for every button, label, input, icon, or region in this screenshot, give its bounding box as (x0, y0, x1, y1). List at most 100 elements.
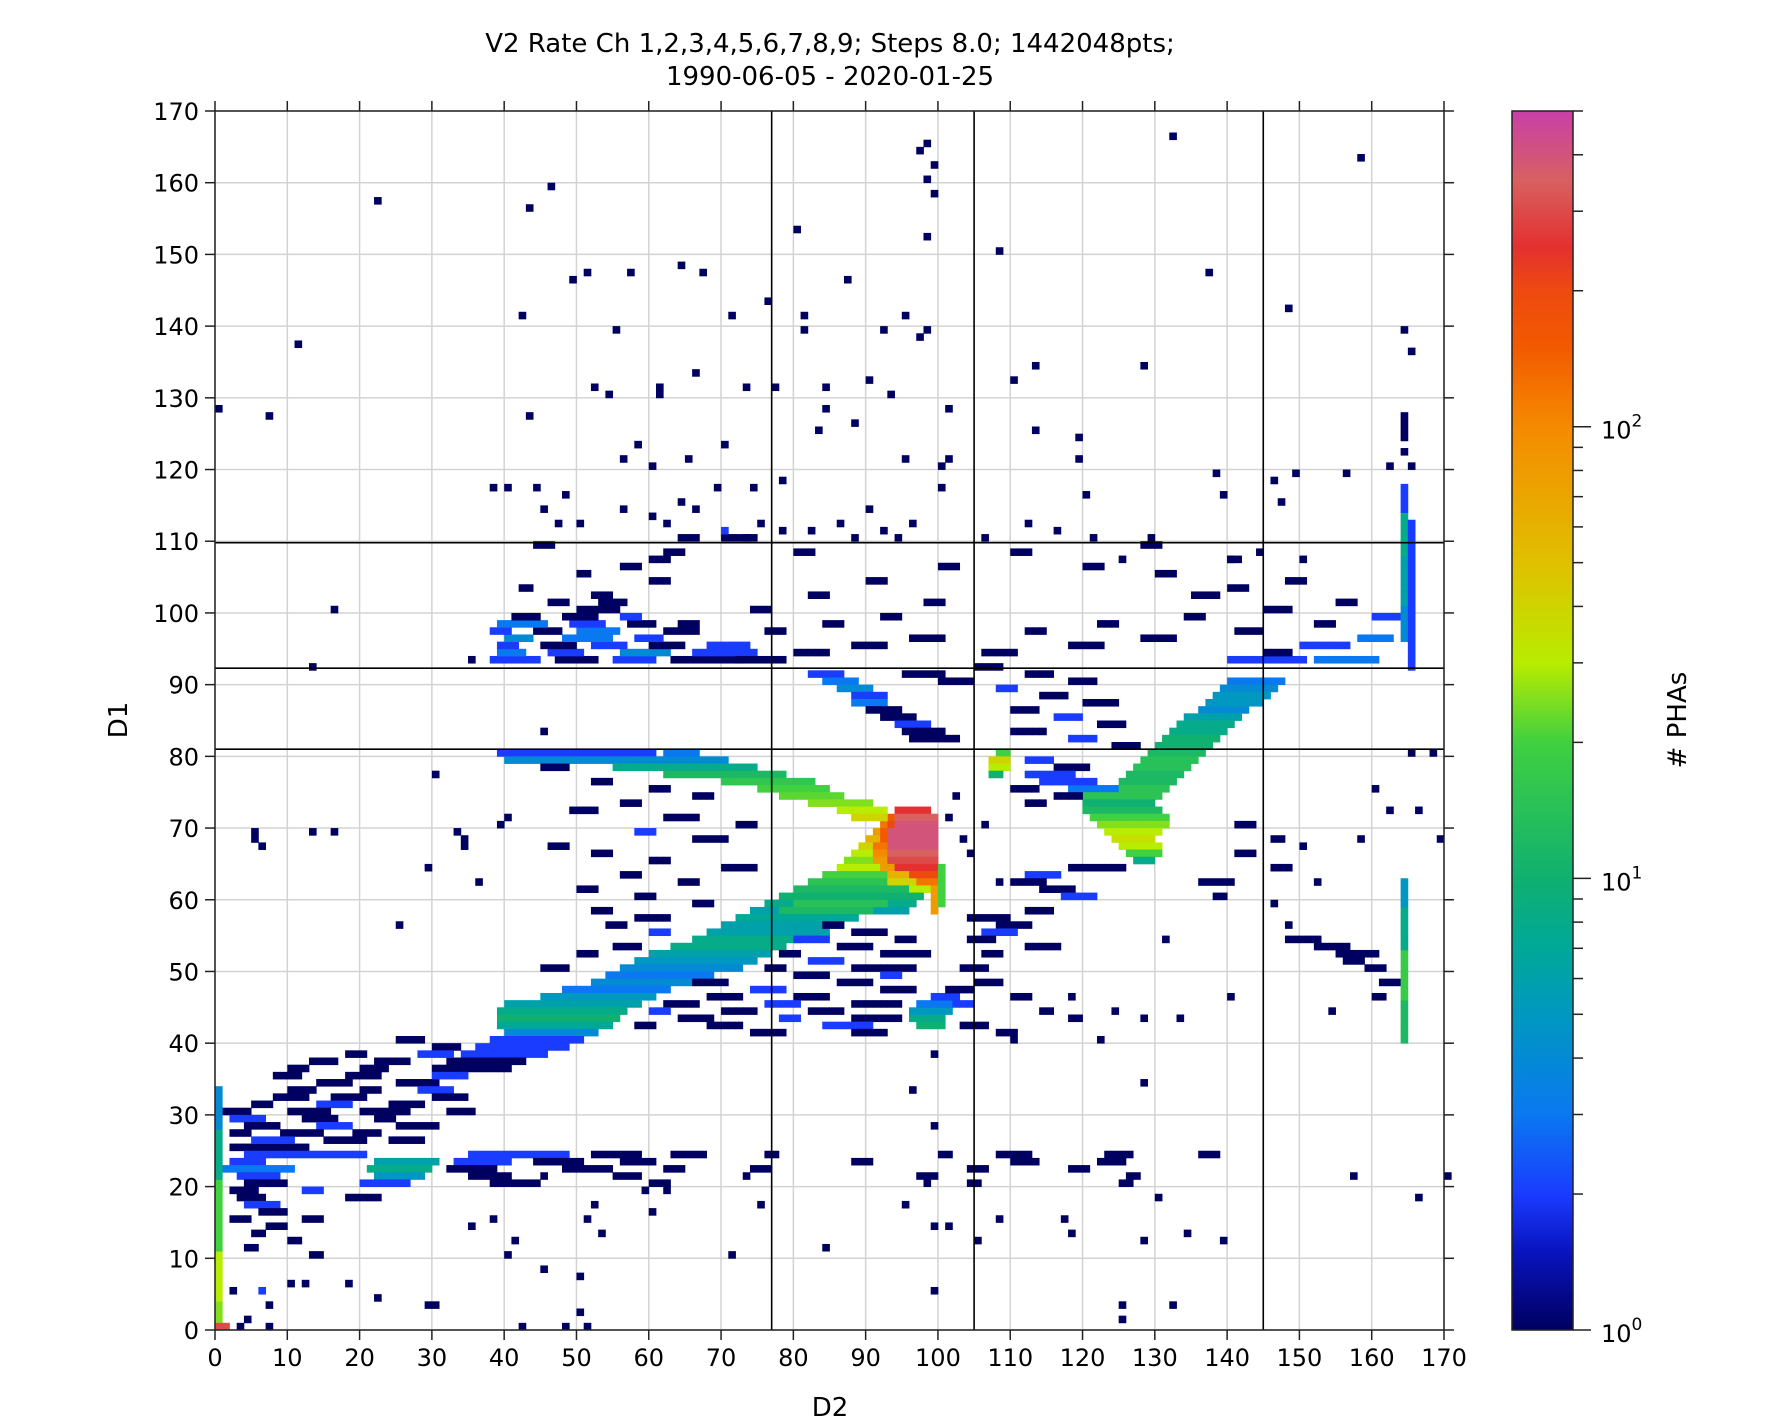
heatmap-cell (641, 1157, 650, 1166)
heatmap-cell (634, 749, 642, 757)
heatmap-cell (930, 871, 939, 879)
heatmap-cell (1118, 1315, 1127, 1324)
heatmap-cell (923, 634, 932, 643)
heatmap-cell (1125, 785, 1134, 793)
heatmap-cell (945, 1150, 953, 1159)
heatmap-cell (576, 519, 585, 528)
heatmap-cell (721, 440, 729, 449)
heatmap-cell (923, 835, 932, 843)
heatmap-cell (677, 627, 686, 635)
heatmap-cell (923, 806, 932, 815)
heatmap-cell (880, 849, 888, 858)
heatmap-cell (793, 971, 801, 980)
heatmap-cell (728, 935, 736, 944)
heatmap-cell (272, 1143, 281, 1152)
heatmap-cell (836, 878, 845, 886)
heatmap-cell (721, 1021, 729, 1030)
heatmap-cell (677, 261, 686, 270)
heatmap-cell (265, 412, 274, 420)
heatmap-cell (981, 648, 989, 657)
heatmap-cell (663, 555, 671, 564)
heatmap-cell (822, 921, 830, 929)
heatmap-cell (1415, 1193, 1423, 1202)
heatmap-cell (1039, 906, 1047, 915)
heatmap-cell (641, 1186, 650, 1195)
heatmap-cell (684, 978, 693, 987)
heatmap-cell (713, 655, 722, 664)
heatmap-cell (525, 1036, 534, 1044)
heatmap-cell (251, 1165, 259, 1173)
heatmap-cell (1357, 949, 1365, 958)
heatmap-cell (1234, 820, 1242, 829)
heatmap-cell (923, 949, 932, 958)
heatmap-cell (937, 670, 946, 678)
heatmap-cell (1169, 634, 1177, 643)
heatmap-cell (749, 483, 758, 492)
heatmap-cell (887, 892, 895, 901)
heatmap-cell (569, 634, 577, 643)
heatmap-cell (265, 1143, 274, 1152)
heatmap-cell (439, 1043, 447, 1051)
heatmap-cell (1068, 792, 1076, 800)
heatmap-cell (851, 806, 859, 815)
heatmap-cell (1162, 820, 1170, 829)
heatmap-cell (1147, 856, 1156, 865)
heatmap-cell (554, 655, 563, 664)
heatmap-cell (1176, 742, 1185, 750)
heatmap-cell (1075, 763, 1083, 772)
heatmap-cell (909, 1007, 917, 1015)
heatmap-cell (547, 1028, 556, 1037)
heatmap-cell (995, 648, 1004, 657)
heatmap-cell (308, 1057, 317, 1066)
heatmap-cell (547, 1157, 556, 1166)
heatmap-cell (909, 806, 917, 815)
heatmap-cell (215, 1286, 223, 1295)
heatmap-cell (880, 813, 888, 822)
heatmap-cell (301, 1129, 310, 1137)
heatmap-cell (677, 655, 686, 664)
heatmap-cell (540, 1172, 548, 1180)
heatmap-cell (605, 591, 614, 599)
heatmap-cell (1219, 1236, 1228, 1245)
heatmap-cell (627, 648, 635, 657)
heatmap-cell (901, 820, 910, 829)
heatmap-cell (1024, 921, 1033, 929)
heatmap-cell (713, 770, 722, 779)
heatmap-cell (1125, 742, 1134, 750)
heatmap-cell (1190, 749, 1199, 757)
heatmap-cell (215, 1193, 223, 1202)
heatmap-cell (858, 964, 867, 972)
heatmap-cell (598, 777, 606, 786)
heatmap-cell (533, 1007, 541, 1015)
heatmap-cell (865, 641, 874, 650)
heatmap-cell (663, 928, 671, 937)
heatmap-cell (482, 1057, 491, 1066)
heatmap-cell (822, 914, 830, 922)
heatmap-cell (402, 1079, 411, 1087)
heatmap-cell (966, 914, 975, 922)
heatmap-cell (605, 1021, 614, 1030)
x-tick-label: 100 (915, 1344, 961, 1372)
heatmap-cell (598, 605, 606, 614)
heatmap-cell (684, 971, 693, 980)
heatmap-cell (229, 1165, 238, 1173)
heatmap-cell (1089, 641, 1098, 650)
heatmap-cell (764, 964, 773, 972)
heatmap-cell (648, 1021, 657, 1030)
heatmap-cell (1400, 555, 1409, 564)
heatmap-cell (460, 1050, 469, 1058)
heatmap-cell (771, 942, 780, 951)
heatmap-cell (930, 1286, 939, 1295)
heatmap-cell (547, 992, 556, 1001)
y-tick-label: 90 (168, 672, 199, 700)
heatmap-cell (988, 978, 997, 987)
heatmap-cell (887, 813, 895, 822)
heatmap-cell (236, 1193, 245, 1202)
heatmap-cell (1024, 770, 1033, 779)
heatmap-cell (496, 641, 505, 650)
heatmap-cell (952, 985, 961, 994)
heatmap-cell (612, 985, 621, 994)
heatmap-cell (251, 1172, 259, 1180)
heatmap-cell (677, 641, 686, 650)
heatmap-cell (1241, 698, 1250, 707)
